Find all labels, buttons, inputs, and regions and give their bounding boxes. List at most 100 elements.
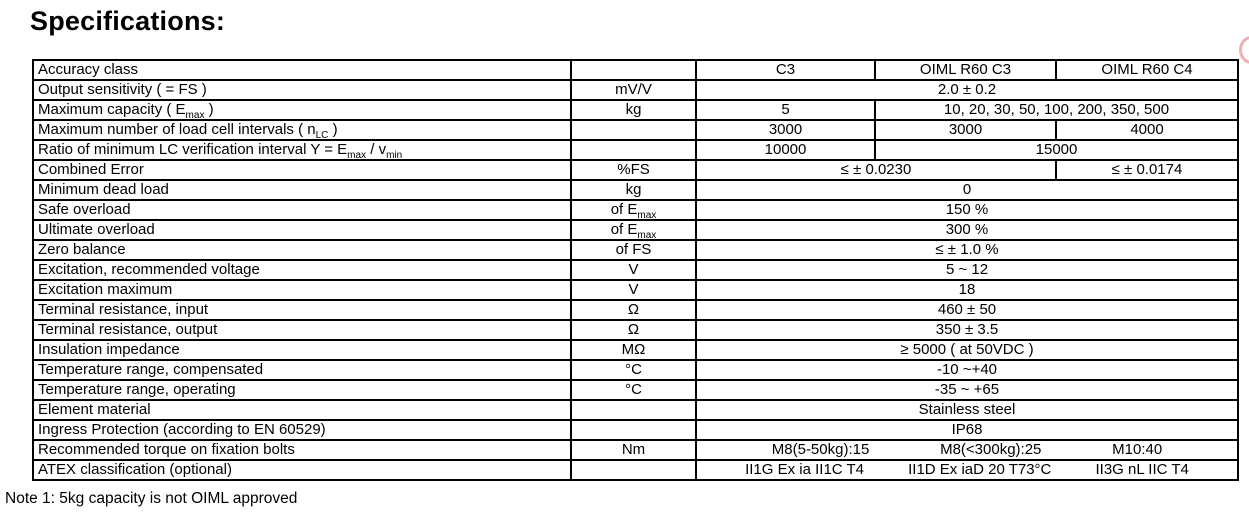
table-row: Accuracy class C3 OIML R60 C3 OIML R60 C4 xyxy=(32,59,1239,81)
spec-label: Ultimate overload xyxy=(32,219,572,241)
spec-value: -35 ~ +65 xyxy=(695,379,1239,401)
table-row: Temperature range, operating °C -35 ~ +65 xyxy=(32,379,1239,401)
table-row: Combined Error %FS ≤ ± 0.0230 ≤ ± 0.0174 xyxy=(32,159,1239,181)
table-row: Excitation, recommended voltage V 5 ~ 12 xyxy=(32,259,1239,281)
table-row: Insulation impedance MΩ ≥ 5000 ( at 50VDC … xyxy=(32,339,1239,361)
spec-value: 18 xyxy=(695,279,1239,301)
spec-unit: V xyxy=(570,279,697,301)
spec-value: IP68 xyxy=(695,419,1239,441)
table-row: ATEX classification (optional) II1G Ex ia… xyxy=(32,459,1239,481)
table-row: Terminal resistance, input Ω 460 ± 50 xyxy=(32,299,1239,321)
spec-unit: of FS xyxy=(570,239,697,261)
table-row: Zero balance of FS ≤ ± 1.0 % xyxy=(32,239,1239,261)
spec-unit: kg xyxy=(570,99,697,121)
spec-value-group: M8(5-50kg):15 M8(<300kg):25 M10:40 xyxy=(701,441,1233,458)
spec-value: II1G Ex ia II1C T4 II1D Ex iaD 20 T73°C II… xyxy=(695,459,1239,481)
spec-value-item: M8(<300kg):25 xyxy=(940,441,1042,458)
spec-label: Excitation maximum xyxy=(32,279,572,301)
specifications-table-body: Accuracy class C3 OIML R60 C3 OIML R60 C4 Ou… xyxy=(32,59,1239,481)
spec-unit: mV/V xyxy=(570,79,697,101)
table-row: Safe overload of Emax 150 % xyxy=(32,199,1239,221)
table-row: Temperature range, compensated °C -10 ~+40 xyxy=(32,359,1239,381)
spec-label: Terminal resistance, output xyxy=(32,319,572,341)
spec-unit: MΩ xyxy=(570,339,697,361)
spec-value-item: M10:40 xyxy=(1112,441,1163,458)
spec-label: Minimum dead load xyxy=(32,179,572,201)
footnote: Note 1: 5kg capacity is not OIML approve… xyxy=(5,490,298,507)
spec-value-group: II1G Ex ia II1C T4 II1D Ex iaD 20 T73°C II… xyxy=(701,461,1233,478)
page-title: Specifications: xyxy=(30,6,226,36)
spec-value: 300 % xyxy=(695,219,1239,241)
spec-value: M8(5-50kg):15 M8(<300kg):25 M10:40 xyxy=(695,439,1239,461)
spec-label: Terminal resistance, input xyxy=(32,299,572,321)
spec-value: 350 ± 3.5 xyxy=(695,319,1239,341)
spec-label: Maximum number of load cell intervals ( … xyxy=(32,119,572,141)
spec-value: 150 % xyxy=(695,199,1239,221)
spec-label: Output sensitivity ( = FS ) xyxy=(32,79,572,101)
spec-value: 3000 xyxy=(874,119,1057,141)
spec-value-item: II1G Ex ia II1C T4 xyxy=(745,461,865,478)
table-row: Output sensitivity ( = FS ) mV/V 2.0 ± 0.2 xyxy=(32,79,1239,101)
spec-value: -10 ~+40 xyxy=(695,359,1239,381)
spec-unit: Nm xyxy=(570,439,697,461)
spec-value: 4000 xyxy=(1055,119,1239,141)
spec-value: OIML R60 C4 xyxy=(1055,59,1239,81)
spec-unit xyxy=(570,139,697,161)
spec-label: Recommended torque on fixation bolts xyxy=(32,439,572,461)
spec-value: ≤ ± 0.0174 xyxy=(1055,159,1239,181)
spec-value: 5 ~ 12 xyxy=(695,259,1239,281)
spec-value: 460 ± 50 xyxy=(695,299,1239,321)
spec-value: 3000 xyxy=(695,119,876,141)
spec-unit: V xyxy=(570,259,697,281)
spec-unit: of Emax xyxy=(570,219,697,241)
spec-value: 0 xyxy=(695,179,1239,201)
table-row: Maximum number of load cell intervals ( … xyxy=(32,119,1239,141)
spec-unit xyxy=(570,59,697,81)
spec-value: 10, 20, 30, 50, 100, 200, 350, 500 xyxy=(874,99,1239,121)
table-row: Recommended torque on fixation bolts Nm M8… xyxy=(32,439,1239,461)
spec-label: Element material xyxy=(32,399,572,421)
table-row: Excitation maximum V 18 xyxy=(32,279,1239,301)
table-row: Ultimate overload of Emax 300 % xyxy=(32,219,1239,241)
spec-label: Ratio of minimum LC verification interva… xyxy=(32,139,572,161)
spec-unit: Ω xyxy=(570,299,697,321)
specifications-table: Accuracy class C3 OIML R60 C3 OIML R60 C4 Ou… xyxy=(32,59,1239,481)
spec-value: 2.0 ± 0.2 xyxy=(695,79,1239,101)
spec-value: ≤ ± 1.0 % xyxy=(695,239,1239,261)
table-row: Minimum dead load kg 0 xyxy=(32,179,1239,201)
spec-value-item: M8(5-50kg):15 xyxy=(771,441,870,458)
spec-unit xyxy=(570,119,697,141)
spec-unit: °C xyxy=(570,359,697,381)
spec-label: Combined Error xyxy=(32,159,572,181)
spec-value-item: II3G nL IIC T4 xyxy=(1095,461,1189,478)
spec-label: Excitation, recommended voltage xyxy=(32,259,572,281)
spec-value: 10000 xyxy=(695,139,876,161)
spec-label: Zero balance xyxy=(32,239,572,261)
table-row: Terminal resistance, output Ω 350 ± 3.5 xyxy=(32,319,1239,341)
spec-unit: °C xyxy=(570,379,697,401)
spec-label: Ingress Protection (according to EN 6052… xyxy=(32,419,572,441)
spec-value: Stainless steel xyxy=(695,399,1239,421)
spec-label: Insulation impedance xyxy=(32,339,572,361)
table-row: Element material Stainless steel xyxy=(32,399,1239,421)
spec-unit: kg xyxy=(570,179,697,201)
spec-label: Safe overload xyxy=(32,199,572,221)
spec-unit: of Emax xyxy=(570,199,697,221)
spec-label: Temperature range, operating xyxy=(32,379,572,401)
spec-unit xyxy=(570,459,697,481)
table-row: Maximum capacity ( Emax ) kg 5 10, 20, 30, … xyxy=(32,99,1239,121)
spec-label: ATEX classification (optional) xyxy=(32,459,572,481)
spec-label: Maximum capacity ( Emax ) xyxy=(32,99,572,121)
table-row: Ingress Protection (according to EN 6052… xyxy=(32,419,1239,441)
spec-unit: %FS xyxy=(570,159,697,181)
spec-unit: Ω xyxy=(570,319,697,341)
spec-unit xyxy=(570,399,697,421)
spec-unit xyxy=(570,419,697,441)
table-row: Ratio of minimum LC verification interva… xyxy=(32,139,1239,161)
spec-value: ≤ ± 0.0230 xyxy=(695,159,1057,181)
spec-value: 15000 xyxy=(874,139,1239,161)
spec-label: Temperature range, compensated xyxy=(32,359,572,381)
spec-value-item: II1D Ex iaD 20 T73°C xyxy=(908,461,1052,478)
red-stamp-fragment-decoration xyxy=(1239,36,1249,64)
